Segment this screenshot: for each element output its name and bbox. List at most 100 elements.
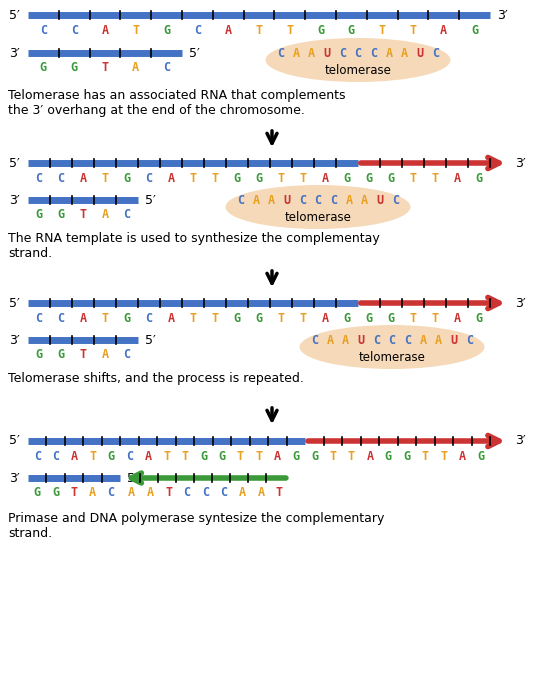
Text: C: C xyxy=(58,312,65,325)
Text: G: G xyxy=(58,208,65,221)
Text: T: T xyxy=(440,450,447,462)
Text: G: G xyxy=(256,171,263,185)
Text: A: A xyxy=(326,334,333,346)
Text: T: T xyxy=(256,450,263,462)
Text: A: A xyxy=(101,208,109,221)
Text: T: T xyxy=(277,312,285,325)
Text: A: A xyxy=(252,194,259,207)
Text: A: A xyxy=(322,312,329,325)
Ellipse shape xyxy=(265,38,450,82)
Text: T: T xyxy=(165,486,172,498)
Text: C: C xyxy=(220,486,227,498)
Text: 5′: 5′ xyxy=(127,471,138,484)
Text: C: C xyxy=(145,171,152,185)
Text: G: G xyxy=(58,348,65,360)
Text: T: T xyxy=(71,486,78,498)
Text: U: U xyxy=(324,46,331,60)
Text: A: A xyxy=(366,450,373,462)
Text: C: C xyxy=(237,194,244,207)
Text: U: U xyxy=(283,194,290,207)
Text: Telomerase has an associated RNA that complements
the 3′ overhang at the end of : Telomerase has an associated RNA that co… xyxy=(8,89,345,117)
Text: A: A xyxy=(386,46,393,60)
Text: C: C xyxy=(71,24,78,37)
Text: T: T xyxy=(79,208,86,221)
Text: A: A xyxy=(145,450,152,462)
Text: T: T xyxy=(256,24,263,37)
Text: G: G xyxy=(387,171,394,185)
Text: G: G xyxy=(108,450,115,462)
Text: G: G xyxy=(311,450,318,462)
Text: C: C xyxy=(58,171,65,185)
Text: A: A xyxy=(101,348,109,360)
Text: U: U xyxy=(417,46,424,60)
Text: A: A xyxy=(274,450,281,462)
Text: T: T xyxy=(431,171,438,185)
Text: telomerase: telomerase xyxy=(325,63,392,76)
Text: C: C xyxy=(145,312,152,325)
Text: C: C xyxy=(392,194,399,207)
Text: T: T xyxy=(89,450,96,462)
Text: 3′: 3′ xyxy=(9,194,20,207)
Text: G: G xyxy=(477,450,484,462)
Text: G: G xyxy=(348,24,355,37)
Text: A: A xyxy=(308,46,315,60)
Text: C: C xyxy=(108,486,115,498)
Text: G: G xyxy=(35,348,42,360)
Text: A: A xyxy=(132,60,139,74)
Text: C: C xyxy=(163,60,170,74)
Text: 3′: 3′ xyxy=(515,434,526,448)
Text: G: G xyxy=(35,208,42,221)
Text: C: C xyxy=(34,450,41,462)
Text: A: A xyxy=(435,334,442,346)
Text: C: C xyxy=(35,312,42,325)
Text: G: G xyxy=(387,312,394,325)
Text: C: C xyxy=(339,46,346,60)
Text: T: T xyxy=(189,312,196,325)
Text: G: G xyxy=(71,60,78,74)
Text: C: C xyxy=(299,194,306,207)
Text: A: A xyxy=(459,450,466,462)
Text: T: T xyxy=(277,171,285,185)
Text: C: C xyxy=(373,334,380,346)
Text: 5′: 5′ xyxy=(145,334,156,346)
Text: 3′: 3′ xyxy=(515,157,526,169)
Text: 3′: 3′ xyxy=(9,471,20,484)
Text: T: T xyxy=(79,348,86,360)
Text: 5′: 5′ xyxy=(145,194,156,207)
Text: G: G xyxy=(475,171,483,185)
Text: A: A xyxy=(454,312,461,325)
Text: C: C xyxy=(404,334,411,346)
Text: G: G xyxy=(343,171,350,185)
Text: T: T xyxy=(379,24,386,37)
Text: A: A xyxy=(71,450,78,462)
Text: G: G xyxy=(233,171,240,185)
Text: 5′: 5′ xyxy=(9,157,20,169)
Text: G: G xyxy=(366,171,373,185)
Text: G: G xyxy=(200,450,207,462)
Text: T: T xyxy=(189,171,196,185)
Text: G: G xyxy=(385,450,392,462)
Text: C: C xyxy=(311,334,318,346)
Text: C: C xyxy=(370,46,377,60)
Text: T: T xyxy=(410,171,417,185)
Text: A: A xyxy=(168,312,175,325)
Text: G: G xyxy=(366,312,373,325)
Text: A: A xyxy=(419,334,426,346)
Text: T: T xyxy=(212,171,219,185)
Text: 5′: 5′ xyxy=(9,8,20,22)
Text: G: G xyxy=(40,60,47,74)
Text: G: G xyxy=(256,312,263,325)
Text: T: T xyxy=(212,312,219,325)
Text: A: A xyxy=(89,486,96,498)
Text: A: A xyxy=(146,486,154,498)
Text: A: A xyxy=(361,194,368,207)
Text: C: C xyxy=(277,46,284,60)
Text: A: A xyxy=(79,312,86,325)
Text: G: G xyxy=(123,312,131,325)
Text: G: G xyxy=(34,486,41,498)
Text: T: T xyxy=(182,450,189,462)
Text: A: A xyxy=(101,24,109,37)
Text: telomerase: telomerase xyxy=(358,350,425,364)
Text: A: A xyxy=(268,194,275,207)
Text: telomerase: telomerase xyxy=(285,210,351,223)
